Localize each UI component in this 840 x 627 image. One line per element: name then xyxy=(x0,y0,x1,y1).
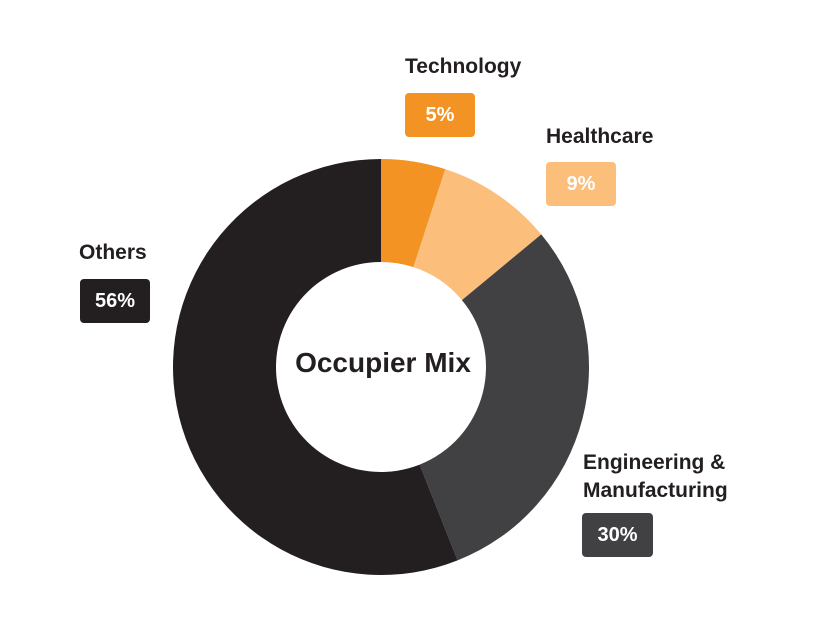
label-healthcare: Healthcare xyxy=(546,125,654,148)
slice-engineering-manufacturing xyxy=(419,234,589,561)
slice-technology xyxy=(381,159,446,268)
label-others: Others xyxy=(79,241,147,264)
badge-others: 56% xyxy=(80,279,150,323)
slice-healthcare xyxy=(413,169,542,301)
badge-engineering-manufacturing: 30% xyxy=(582,513,653,557)
badge-healthcare: 9% xyxy=(546,162,616,206)
badge-technology: 5% xyxy=(405,93,475,137)
chart-title: Occupier Mix xyxy=(295,347,471,378)
label-technology: Technology xyxy=(405,55,522,78)
label-engineering-manufacturing: Engineering & Manufacturing xyxy=(583,451,728,502)
slice-others xyxy=(173,159,458,575)
